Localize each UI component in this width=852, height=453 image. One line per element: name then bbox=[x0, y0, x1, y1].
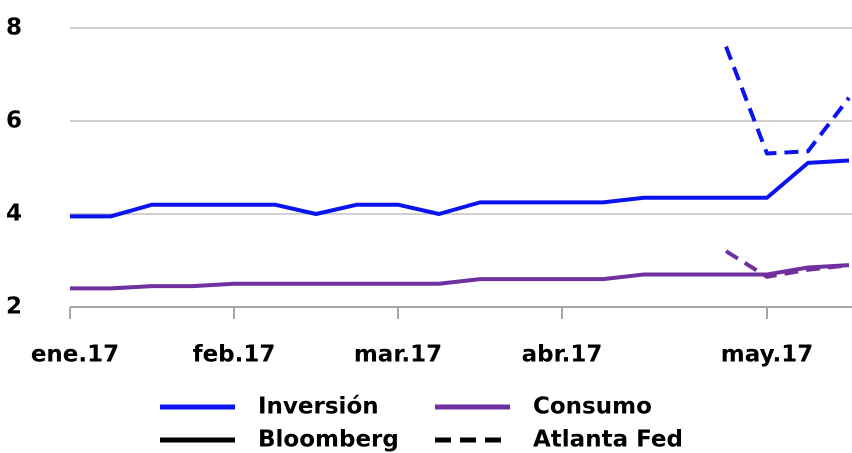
series-line bbox=[724, 249, 850, 279]
series-line bbox=[724, 45, 851, 156]
legend-label: Atlanta Fed bbox=[533, 427, 683, 453]
y-tick-label: 6 bbox=[6, 108, 22, 134]
legend-label: Inversión bbox=[258, 394, 379, 420]
y-tick-label: 8 bbox=[6, 15, 22, 41]
x-tick-label: may.17 bbox=[721, 342, 813, 368]
x-tick-label: ene.17 bbox=[31, 342, 119, 368]
series-line bbox=[70, 158, 850, 219]
legend-label: Bloomberg bbox=[258, 427, 399, 453]
x-tick-label: abr.17 bbox=[522, 342, 603, 368]
y-tick-label: 2 bbox=[6, 294, 22, 320]
x-tick-label: mar.17 bbox=[354, 342, 442, 368]
series-line bbox=[70, 263, 850, 291]
y-tick-label: 4 bbox=[6, 201, 22, 227]
x-tick-label: feb.17 bbox=[193, 342, 276, 368]
legend-label: Consumo bbox=[533, 394, 652, 420]
